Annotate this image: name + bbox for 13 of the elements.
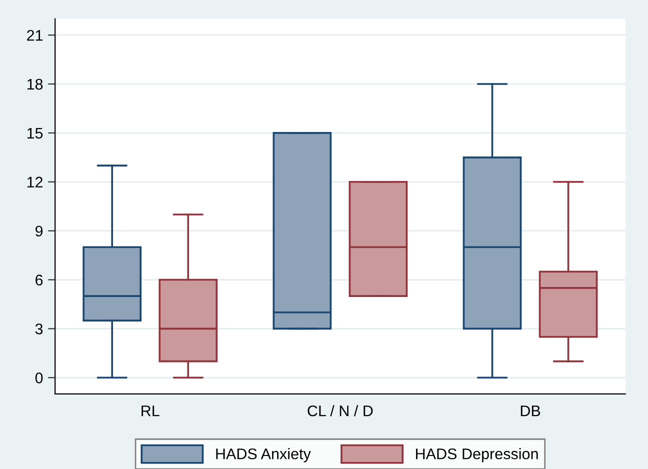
- y-tick-label: 18: [27, 78, 43, 90]
- legend-label: HADS Depression: [416, 448, 538, 462]
- y-tick-label: 12: [27, 176, 43, 188]
- x-tick-label: RL: [142, 406, 160, 416]
- y-tick-label: 21: [27, 30, 43, 41]
- y-tick-label: 6: [36, 274, 43, 286]
- legend-label: HADS Anxiety: [216, 448, 311, 462]
- y-tick-label: 15: [27, 128, 43, 139]
- x-tick-label: CL / N / D: [308, 405, 373, 416]
- x-tick-label: DB: [520, 406, 540, 416]
- y-tick-label: 0: [35, 372, 43, 384]
- y-tick-label: 9: [35, 226, 43, 237]
- y-tick-label: 3: [35, 324, 43, 334]
